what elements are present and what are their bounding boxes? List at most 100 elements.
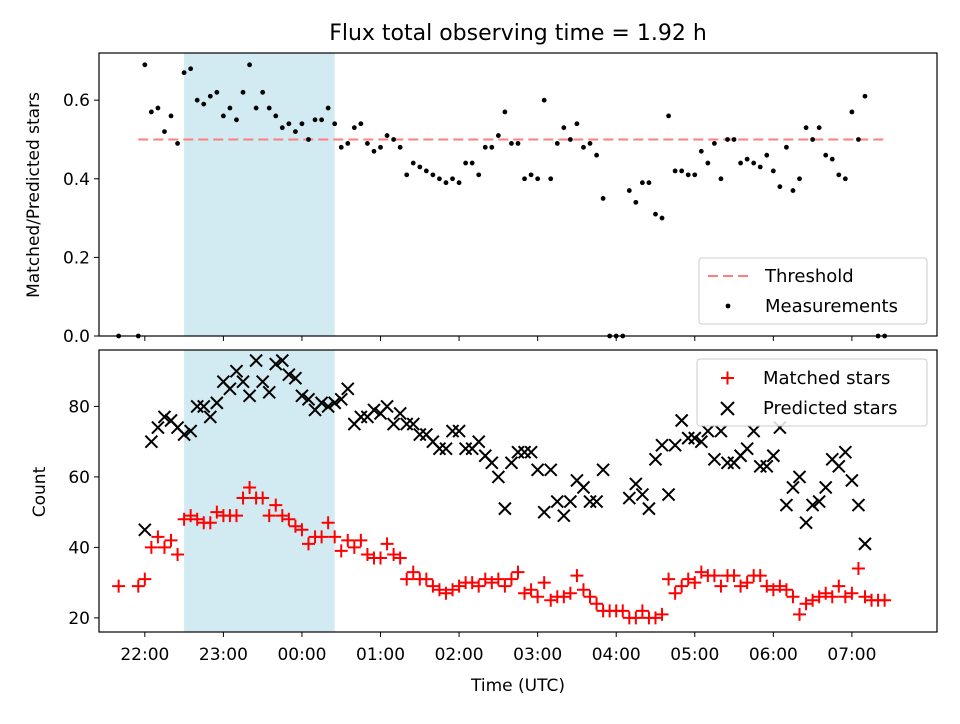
predicted-stars-point bbox=[760, 459, 774, 474]
predicted-stars-point bbox=[511, 445, 525, 459]
matched-stars-point bbox=[793, 607, 807, 621]
bottom-axis-ticks: 20 40 60 80 22:00 23:00 00:00 01:00 02:00 03:00 04… bbox=[68, 397, 876, 665]
predicted-stars-point bbox=[295, 389, 309, 403]
chart-title: Flux total observing time = 1.92 h bbox=[329, 21, 707, 46]
predicted-stars-point bbox=[229, 364, 244, 378]
predicted-stars-point bbox=[838, 445, 853, 459]
predicted-stars-legend-swatch bbox=[720, 401, 735, 416]
predicted-stars-point bbox=[341, 382, 355, 396]
matched-stars-point bbox=[629, 611, 643, 625]
predicted-stars-point bbox=[707, 452, 722, 466]
x-tick-label: 00:00 bbox=[277, 645, 326, 665]
y-tick-label: 0.0 bbox=[63, 327, 90, 347]
matched-stars-point bbox=[400, 572, 414, 586]
top-legend: Threshold Measurements bbox=[698, 257, 928, 325]
matched-stars-point bbox=[819, 586, 833, 600]
matched-stars-point bbox=[707, 569, 721, 583]
matched-stars-point bbox=[524, 583, 538, 597]
matched-stars-point bbox=[648, 611, 662, 625]
matched-stars-point bbox=[164, 533, 178, 547]
measurement-point bbox=[554, 141, 560, 146]
predicted-stars-point bbox=[452, 424, 466, 438]
measurement-point bbox=[790, 188, 796, 193]
measurement-point bbox=[378, 144, 383, 150]
matched-stars-point bbox=[635, 604, 649, 618]
matched-stars-point bbox=[740, 576, 754, 590]
measurement-point bbox=[266, 105, 272, 111]
matched-stars-point bbox=[393, 551, 407, 565]
measurement-point bbox=[692, 172, 698, 178]
predicted-stars-point bbox=[753, 459, 767, 474]
predicted-stars-point bbox=[439, 441, 453, 456]
matched-stars-point bbox=[347, 540, 361, 554]
measurement-point bbox=[567, 137, 573, 142]
measurement-point bbox=[397, 144, 403, 150]
predicted-stars-point bbox=[203, 410, 218, 424]
measurement-point bbox=[365, 141, 370, 146]
predicted-stars-point bbox=[714, 424, 728, 438]
measurement-point bbox=[234, 117, 239, 123]
measurement-point bbox=[718, 176, 724, 182]
matched-stars-point bbox=[387, 547, 401, 561]
measurement-point bbox=[646, 180, 652, 186]
matched-stars-point bbox=[144, 540, 158, 554]
measurement-point bbox=[260, 89, 266, 95]
x-tick-label: 06:00 bbox=[749, 645, 798, 665]
matched-stars-point bbox=[256, 491, 270, 505]
measurement-point bbox=[286, 121, 292, 127]
measurement-point bbox=[142, 62, 148, 68]
predicted-stars-point bbox=[851, 498, 866, 512]
matched-stars-point bbox=[426, 579, 440, 593]
measurement-point bbox=[856, 137, 861, 142]
measurement-point bbox=[194, 97, 200, 103]
predicted-stars-point bbox=[694, 434, 709, 449]
measurement-point bbox=[220, 113, 226, 119]
predicted-stars-point bbox=[445, 424, 460, 438]
measurement-point bbox=[391, 137, 397, 142]
measurement-point bbox=[430, 172, 436, 178]
measurement-point bbox=[561, 125, 567, 131]
predicted-stars-point bbox=[269, 357, 283, 371]
predicted-stars-point bbox=[544, 463, 558, 477]
predicted-stars-point bbox=[681, 431, 695, 445]
matched-stars-point bbox=[570, 569, 584, 583]
x-tick-label: 22:00 bbox=[120, 645, 169, 665]
measurement-point bbox=[515, 141, 521, 146]
predicted-stars-point bbox=[635, 487, 650, 502]
measurement-point bbox=[731, 137, 737, 142]
predicted-stars-point bbox=[805, 498, 820, 512]
matched-stars-point bbox=[236, 491, 250, 505]
matched-stars-point bbox=[825, 590, 839, 604]
predicted-stars-point bbox=[138, 523, 152, 537]
matched-stars-point bbox=[243, 480, 257, 494]
matched-stars-point bbox=[563, 586, 577, 600]
measurement-point bbox=[784, 144, 789, 150]
predicted-stars-point bbox=[242, 389, 257, 403]
matched-stars-point bbox=[504, 572, 518, 586]
threshold-legend-label: Threshold bbox=[764, 266, 854, 287]
predicted-stars-point bbox=[858, 537, 872, 551]
matched-stars-point bbox=[655, 607, 669, 621]
top-shaded-interval bbox=[184, 53, 335, 336]
measurements-legend-swatch bbox=[725, 303, 731, 309]
matched-stars-point bbox=[210, 505, 224, 519]
y-tick-label: 80 bbox=[68, 397, 90, 417]
predicted-stars-point bbox=[151, 420, 165, 435]
matched-stars-point bbox=[498, 579, 512, 593]
predicted-stars-point bbox=[177, 427, 191, 442]
predicted-stars-point bbox=[236, 375, 250, 389]
top-legend-box bbox=[698, 257, 928, 325]
matched-stars-point bbox=[269, 498, 283, 512]
predicted-stars-point bbox=[818, 480, 833, 495]
predicted-stars-point bbox=[524, 445, 538, 459]
matched-stars-point bbox=[727, 569, 741, 583]
matched-stars-point bbox=[734, 579, 748, 593]
matched-stars-point bbox=[766, 583, 780, 597]
matched-stars-point bbox=[229, 509, 243, 523]
measurement-point bbox=[836, 172, 842, 178]
matched-stars-point bbox=[419, 572, 433, 586]
predicted-stars-point bbox=[458, 441, 473, 456]
matched-stars-point bbox=[557, 590, 571, 604]
predicted-stars-point bbox=[589, 494, 604, 509]
measurement-point bbox=[574, 121, 580, 127]
